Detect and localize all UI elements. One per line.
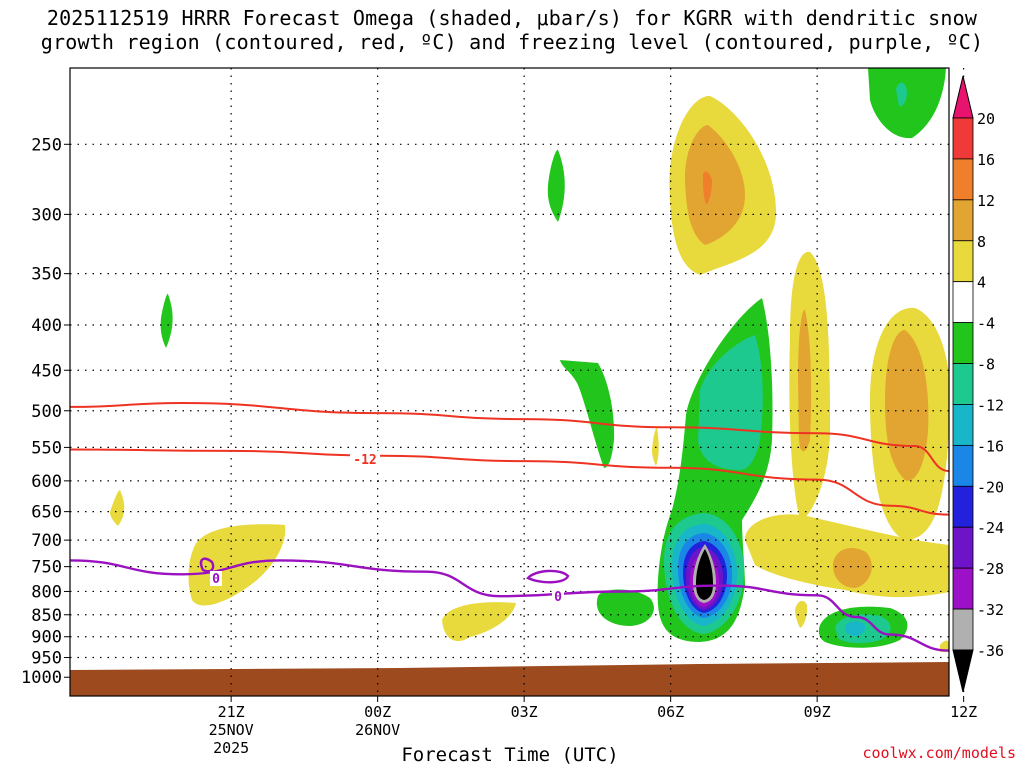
colorbar-label: 16	[977, 151, 995, 169]
plot-frame	[69, 67, 950, 697]
y-tick-label: 800	[31, 582, 62, 602]
contour-label-bg	[552, 589, 564, 604]
colorbar-swatch	[952, 444, 974, 487]
x-axis-title: Forecast Time (UTC)	[401, 744, 619, 766]
site-credit: coolwx.com/models	[862, 744, 1016, 762]
omega-region	[547, 149, 565, 222]
colorbar-swatch	[952, 526, 974, 569]
omega-region	[698, 335, 763, 470]
colorbar-label: 12	[977, 192, 995, 210]
omega-region	[684, 125, 745, 245]
colorbar-min-triangle	[952, 649, 974, 693]
colorbar-label: -4	[977, 315, 995, 333]
y-tick-label: 650	[31, 503, 62, 523]
colorbar-swatch	[952, 199, 974, 242]
omega-region	[798, 309, 812, 452]
y-tick-label: 750	[31, 558, 62, 578]
colorbar-label: 20	[977, 110, 995, 128]
y-tick-label: 700	[31, 531, 62, 551]
colorbar-swatch	[952, 608, 974, 651]
x-tick-label: 21Z	[218, 703, 245, 721]
colorbar-swatch	[952, 281, 974, 324]
x-tick-label: 12Z	[950, 703, 977, 721]
x-tick-label: 09Z	[804, 703, 831, 721]
colorbar-swatch	[952, 240, 974, 283]
colorbar-label: -32	[977, 601, 1004, 619]
contour-label-freezing: 0	[212, 572, 220, 587]
colorbar-swatch	[952, 117, 974, 160]
contour-label-dgz: -12	[353, 453, 376, 468]
colorbar-swatch	[952, 322, 974, 364]
contour-label-freezing: 0	[554, 590, 562, 605]
colorbar-max-triangle	[952, 75, 974, 119]
omega-region	[896, 82, 907, 107]
chart-title-line-1: 2025112519 HRRR Forecast Omega (shaded, …	[46, 6, 978, 30]
colorbar-swatch	[952, 363, 974, 405]
y-tick-label: 600	[31, 472, 62, 492]
y-tick-label: 350	[31, 265, 62, 285]
y-tick-label: 550	[31, 438, 62, 458]
freezing-level-contour	[199, 557, 215, 573]
freezing-level-contour	[526, 569, 570, 584]
colorbar-swatch	[952, 567, 974, 610]
x-tick-date: 26NOV	[355, 721, 400, 739]
contour-labels: -12 0 0	[210, 451, 564, 605]
x-tick-date: 25NOV	[209, 721, 254, 739]
y-tick-label: 250	[31, 135, 62, 155]
omega-region	[560, 360, 615, 468]
chart-title-line-2: growth region (contoured, red, ºC) and f…	[40, 30, 984, 54]
y-tick-label: 950	[31, 649, 62, 669]
colorbar-label: -12	[977, 396, 1004, 414]
colorbar-swatch	[952, 158, 974, 201]
omega-region	[110, 490, 125, 526]
x-tick-year: 2025	[213, 739, 249, 757]
x-tick-label: 00Z	[364, 703, 391, 721]
omega-region	[832, 547, 872, 588]
colorbar-label: -36	[977, 642, 1004, 660]
y-tick-label: 450	[31, 361, 62, 381]
y-tick-label: 400	[31, 316, 62, 336]
colorbar-label: 8	[977, 233, 986, 251]
colorbar-label: -24	[977, 519, 1004, 537]
x-tick-label: 06Z	[657, 703, 684, 721]
y-axis: 2503003504004505005506006507007508008509…	[21, 135, 70, 688]
colorbar-label: -8	[977, 356, 995, 374]
ground-surface	[70, 662, 949, 696]
freezing-level-contour	[70, 559, 949, 652]
colorbar-swatch	[952, 485, 974, 528]
colorbar-label: -28	[977, 560, 1004, 578]
omega-region	[596, 589, 654, 626]
y-tick-label: 500	[31, 402, 62, 422]
colorbar-label: -20	[977, 478, 1004, 496]
y-tick-label: 900	[31, 628, 62, 648]
contour-label-bg	[210, 571, 222, 586]
omega-region	[844, 621, 866, 636]
omega-region	[868, 68, 946, 139]
contour-label-bg	[350, 451, 380, 467]
omega-region	[702, 171, 712, 205]
omega-region	[885, 330, 929, 481]
omega-region	[442, 602, 516, 642]
colorbar: 20 16 12 8 4 -4 -8 -12 -16 -20 -24 -28 -32 -36	[952, 75, 1004, 693]
y-tick-label: 850	[31, 606, 62, 626]
colorbar-label: 4	[977, 274, 986, 292]
colorbar-label: -16	[977, 437, 1004, 455]
colorbar-swatch	[952, 404, 974, 446]
x-tick-label: 03Z	[511, 703, 538, 721]
dgz-upper-contour	[70, 401, 949, 473]
contours	[70, 401, 949, 652]
omega-region	[795, 600, 808, 628]
omega-shading	[70, 68, 949, 696]
y-tick-label: 300	[31, 205, 62, 225]
dgz-lower-contour	[70, 448, 949, 516]
omega-region	[160, 293, 173, 348]
y-tick-label: 1000	[21, 668, 62, 688]
